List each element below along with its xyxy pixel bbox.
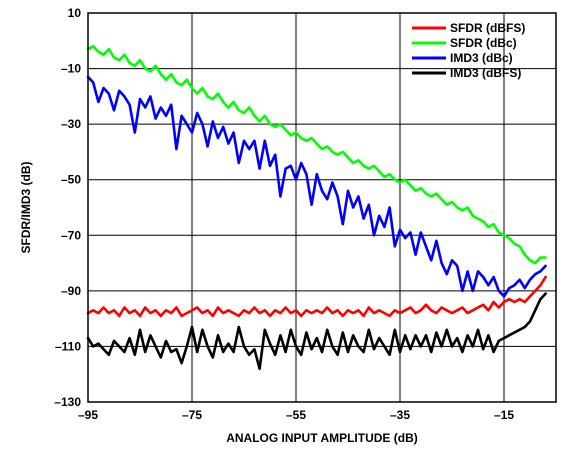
y-tick-label: 10 — [68, 6, 82, 20]
series-line-3 — [86, 75, 547, 298]
series-line-1 — [86, 275, 547, 318]
y-tick-label: –10 — [61, 62, 81, 76]
series-line-4 — [86, 292, 547, 371]
x-tick-label: –95 — [78, 408, 98, 422]
x-tick-label: –35 — [390, 408, 410, 422]
x-tick-label: –55 — [286, 408, 306, 422]
y-tick-label: –70 — [61, 228, 81, 242]
legend-label: SFDR (dBFS) — [450, 21, 525, 35]
series-lines — [86, 44, 547, 371]
series-line-2 — [86, 44, 547, 265]
tick-labels: –95 –75 –55 –35 –15 10 –10 –30 –50 –70 –90 –110 –130 — [54, 6, 514, 422]
legend-label: IMD3 (dBc) — [450, 51, 513, 65]
legend: SFDR (dBFS)SFDR (dBc)IMD3 (dBc)IMD3 (dBF… — [412, 21, 525, 80]
plot-frame — [87, 12, 557, 403]
x-tick-label: –75 — [182, 408, 202, 422]
y-tick-label: –90 — [61, 284, 81, 298]
legend-label: IMD3 (dBFS) — [450, 66, 521, 80]
x-axis-title: ANALOG INPUT AMPLITUDE (dB) — [226, 431, 418, 445]
legend-label: SFDR (dBc) — [450, 36, 517, 50]
y-tick-label: –110 — [55, 339, 81, 353]
x-tick-label: –15 — [494, 408, 514, 422]
y-axis-title: SFDR/IMD3 (dB) — [19, 162, 33, 254]
y-tick-label: –30 — [61, 117, 81, 131]
y-tick-label: –130 — [54, 395, 81, 409]
y-tick-label: –50 — [61, 173, 81, 187]
